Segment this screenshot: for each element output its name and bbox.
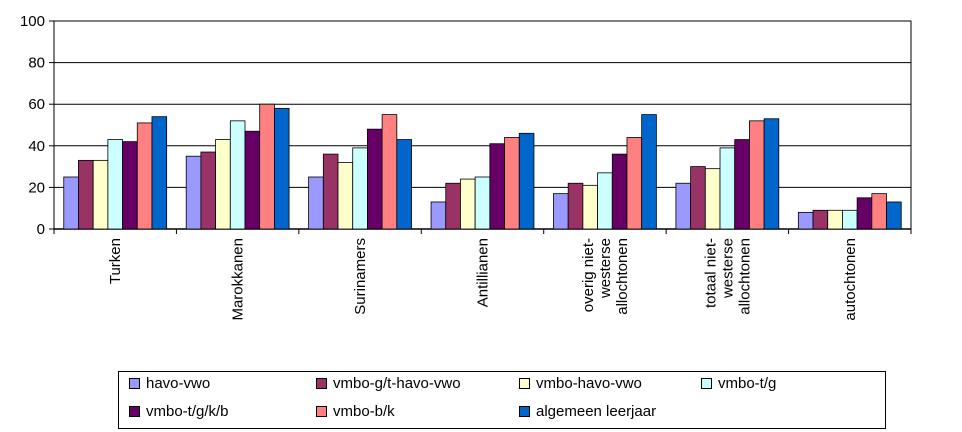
legend-item: vmbo-t/g bbox=[701, 375, 776, 392]
bar-vmbo-t-g bbox=[842, 209, 858, 230]
bar-havo-vwo bbox=[308, 176, 324, 230]
category-label: westerse bbox=[719, 238, 736, 299]
legend-label: vmbo-t/g bbox=[718, 375, 777, 392]
bar-vmbo-b-k bbox=[504, 137, 520, 230]
bar-havo-vwo bbox=[63, 176, 79, 230]
bar-vmbo-havo-vwo bbox=[827, 209, 843, 230]
legend-label: vmbo-t/g/k/b bbox=[146, 403, 229, 420]
bar-vmbo-t-g-k-b bbox=[856, 197, 873, 230]
legend-swatch bbox=[129, 406, 140, 417]
bar-havo-vwo bbox=[797, 211, 814, 230]
bar-vmbo-b-k bbox=[136, 122, 153, 230]
category-label: allochtonen bbox=[736, 238, 753, 315]
bar-vmbo-havo-vwo bbox=[582, 184, 598, 230]
bar-vmbo-b-k bbox=[381, 114, 398, 230]
bar-vmbo-havo-vwo bbox=[704, 168, 721, 230]
legend-swatch bbox=[519, 406, 530, 417]
bar-havo-vwo bbox=[430, 201, 447, 230]
bar-havo-vwo bbox=[185, 155, 202, 230]
bar-vmbo-havo-vwo bbox=[215, 139, 231, 230]
bar-algemeen-leerjaar bbox=[518, 132, 535, 230]
bar-algemeen-leerjaar bbox=[151, 116, 168, 230]
bar-vmbo-b-k bbox=[626, 137, 643, 230]
bar-vmbo-t-g-k-b bbox=[611, 153, 628, 230]
bar-algemeen-leerjaar bbox=[763, 118, 780, 230]
legend-item: vmbo-g/t-havo-vwo bbox=[316, 375, 461, 392]
bar-vmbo-t-g-k-b bbox=[122, 141, 138, 230]
legend-item: havo-vwo bbox=[129, 375, 210, 392]
bar-vmbo-g-t-havo-vwo bbox=[690, 166, 706, 230]
y-tick-label: 100 bbox=[20, 13, 45, 30]
bar-algemeen-leerjaar bbox=[396, 139, 412, 230]
bar-vmbo-g-t-havo-vwo bbox=[200, 151, 216, 230]
bar-vmbo-b-k bbox=[259, 103, 275, 230]
bar-algemeen-leerjaar bbox=[641, 114, 657, 230]
category-label: westerse bbox=[597, 238, 614, 299]
bar-algemeen-leerjaar bbox=[273, 107, 290, 230]
bar-vmbo-havo-vwo bbox=[460, 178, 476, 230]
bar-vmbo-t-g-k-b bbox=[244, 130, 261, 230]
bar-havo-vwo bbox=[675, 182, 692, 230]
category-label: Antillianen bbox=[475, 238, 492, 307]
legend-label: havo-vwo bbox=[146, 375, 211, 392]
bar-vmbo-t-g bbox=[474, 176, 491, 230]
bar-vmbo-g-t-havo-vwo bbox=[567, 182, 584, 230]
y-tick-label: 20 bbox=[28, 179, 45, 196]
bar-vmbo-havo-vwo bbox=[337, 162, 354, 230]
legend-item: vmbo-havo-vwo bbox=[519, 375, 642, 392]
bar-vmbo-b-k bbox=[871, 193, 887, 230]
legend-label: vmbo-g/t-havo-vwo bbox=[333, 375, 461, 392]
legend-item: vmbo-b/k bbox=[316, 403, 395, 420]
bar-vmbo-g-t-havo-vwo bbox=[445, 182, 461, 230]
category-label: totaal niet- bbox=[702, 238, 719, 308]
category-label: Surinamers bbox=[352, 238, 369, 315]
bar-vmbo-g-t-havo-vwo bbox=[322, 153, 339, 230]
bar-havo-vwo bbox=[553, 193, 569, 230]
legend-item: vmbo-t/g/k/b bbox=[129, 403, 229, 420]
legend-label: vmbo-b/k bbox=[333, 403, 395, 420]
y-tick-label: 40 bbox=[28, 138, 45, 155]
y-tick-label: 80 bbox=[28, 55, 45, 72]
bar-vmbo-havo-vwo bbox=[92, 159, 109, 230]
chart: 0 20 40 60 80 100 Turken Marokkanen Surinamers An… bbox=[20, 13, 912, 321]
category-label: overig niet- bbox=[580, 238, 597, 312]
legend-swatch bbox=[316, 378, 327, 389]
legend-swatch bbox=[129, 378, 140, 389]
legend-swatch bbox=[701, 378, 712, 389]
category-label: Marokkanen bbox=[230, 238, 247, 321]
legend-swatch bbox=[316, 406, 327, 417]
legend-label: vmbo-havo-vwo bbox=[536, 375, 642, 392]
category-label: autochtonen bbox=[842, 238, 859, 321]
bar-vmbo-t-g bbox=[597, 172, 613, 230]
legend: havo-vwo vmbo-g/t-havo-vwo vmbo-havo-vwo vm… bbox=[118, 371, 886, 429]
bar-vmbo-t-g-k-b bbox=[734, 139, 750, 230]
bar-vmbo-t-g bbox=[229, 120, 246, 230]
bar-vmbo-t-g-k-b bbox=[489, 143, 505, 230]
legend-swatch bbox=[519, 378, 530, 389]
category-label: Turken bbox=[107, 238, 124, 284]
bar-algemeen-leerjaar bbox=[886, 201, 902, 230]
legend-item: algemeen leerjaar bbox=[519, 403, 656, 420]
bar-vmbo-b-k bbox=[749, 120, 765, 230]
bar-vmbo-g-t-havo-vwo bbox=[812, 209, 829, 230]
bar-vmbo-t-g bbox=[107, 139, 123, 230]
bar-vmbo-t-g-k-b bbox=[367, 128, 383, 230]
bar-vmbo-t-g bbox=[352, 147, 368, 230]
y-tick-label: 0 bbox=[37, 221, 45, 238]
legend-label: algemeen leerjaar bbox=[536, 403, 657, 420]
y-tick-label: 60 bbox=[28, 96, 45, 113]
category-label: allochtonen bbox=[614, 238, 631, 315]
bar-vmbo-t-g bbox=[719, 147, 736, 230]
bar-vmbo-g-t-havo-vwo bbox=[78, 159, 94, 230]
